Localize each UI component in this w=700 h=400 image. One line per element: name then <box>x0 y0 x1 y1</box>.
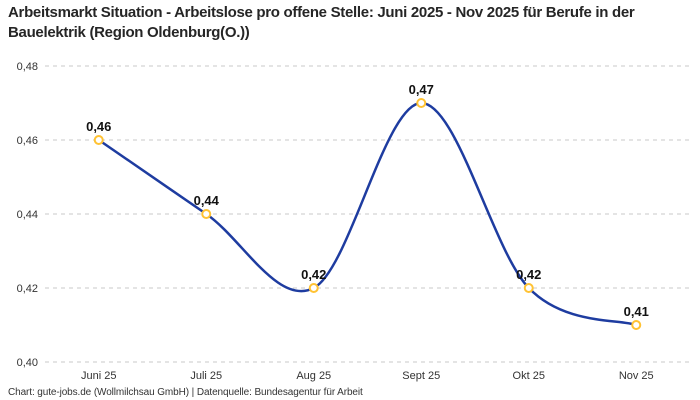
data-point-label: 0,47 <box>409 82 434 97</box>
data-point-marker[interactable] <box>308 283 319 293</box>
x-axis-tick-label: Juli 25 <box>190 370 222 382</box>
chart-title: Arbeitsmarkt Situation - Arbeitslose pro… <box>8 4 635 41</box>
data-point-marker[interactable] <box>631 320 642 330</box>
x-axis-tick-label: Sept 25 <box>402 370 440 382</box>
y-axis-tick-label: 0,40 <box>17 357 38 369</box>
y-axis-tick-label: 0,42 <box>17 283 38 295</box>
chart-footer: Chart: gute-jobs.de (Wollmilchsau GmbH) … <box>8 387 363 398</box>
x-axis-tick-label: Aug 25 <box>296 370 331 382</box>
data-point-label: 0,46 <box>86 119 111 134</box>
y-axis-tick-label: 0,46 <box>17 135 38 147</box>
data-point-marker[interactable] <box>93 135 104 145</box>
data-point-marker[interactable] <box>523 283 534 293</box>
data-point-label: 0,42 <box>516 267 541 282</box>
data-point-label: 0,44 <box>194 193 220 208</box>
x-axis-tick-label: Nov 25 <box>619 370 654 382</box>
x-axis-tick-label: Juni 25 <box>81 370 116 382</box>
y-axis-tick-label: 0,44 <box>17 209 38 221</box>
x-axis-tick-label: Okt 25 <box>513 370 545 382</box>
data-point-label: 0,41 <box>624 304 649 319</box>
data-point-label: 0,42 <box>301 267 326 282</box>
y-axis-tick-label: 0,48 <box>17 61 38 73</box>
data-point-marker[interactable] <box>416 98 427 108</box>
data-point-marker[interactable] <box>201 209 212 219</box>
